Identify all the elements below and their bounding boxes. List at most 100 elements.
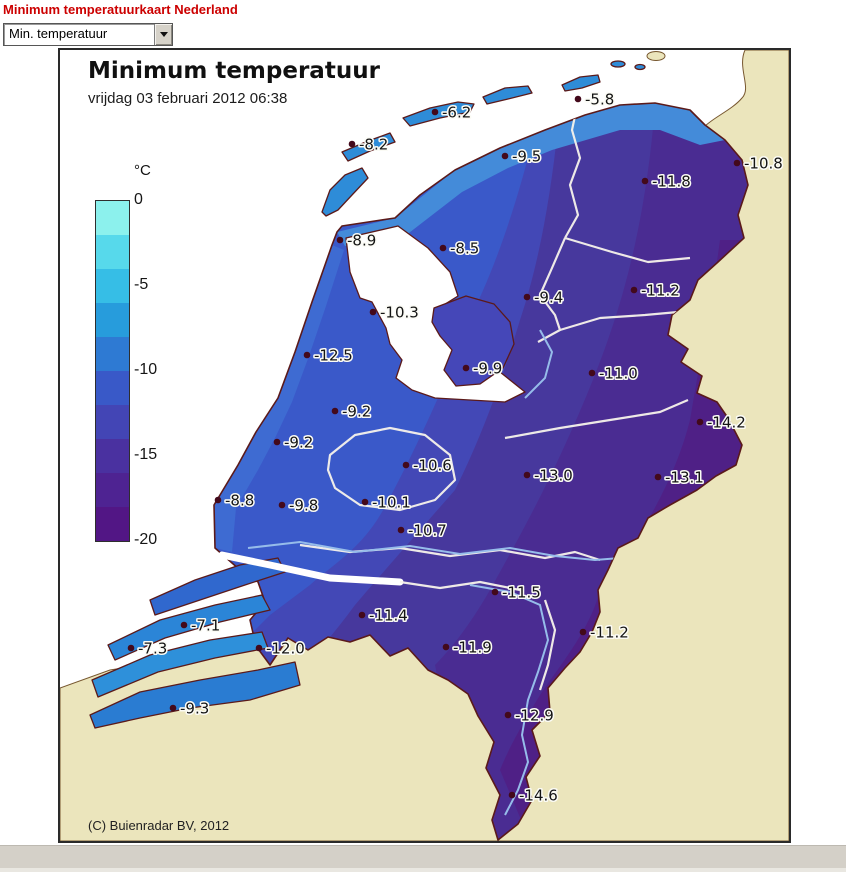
legend-tick: 0 bbox=[134, 191, 143, 208]
legend-tick: -15 bbox=[134, 446, 158, 463]
station-label: -10.6 bbox=[413, 457, 452, 475]
flevoland-polder bbox=[431, 295, 515, 387]
station-marker bbox=[504, 711, 512, 719]
station-label: -8.8 bbox=[225, 492, 254, 510]
german-wadden-island bbox=[646, 51, 666, 61]
station-marker bbox=[431, 108, 439, 116]
station-label: -13.0 bbox=[534, 467, 573, 485]
legend-tick: -10 bbox=[134, 361, 158, 378]
hollands-diep-channel bbox=[218, 551, 404, 586]
station-label: -11.0 bbox=[599, 365, 638, 383]
wadden-islands bbox=[321, 60, 646, 217]
station-marker bbox=[336, 236, 344, 244]
station-marker bbox=[214, 496, 222, 504]
island-schouwen-tholen bbox=[107, 594, 271, 661]
north-coast-light-band bbox=[337, 103, 725, 246]
page-title: Minimum temperatuurkaart Nederland bbox=[3, 2, 238, 17]
status-bar bbox=[0, 845, 846, 869]
station-marker bbox=[369, 308, 377, 316]
station-marker bbox=[501, 152, 509, 160]
status-bar-edge bbox=[0, 868, 846, 872]
legend-tick: -20 bbox=[134, 531, 158, 548]
station-label: -10.7 bbox=[408, 522, 447, 540]
station-label: -12.5 bbox=[314, 347, 353, 365]
island-texel bbox=[321, 167, 369, 217]
station-label: -11.9 bbox=[453, 639, 492, 657]
station-readings: -6.2 -5.8 -8.2 -9.5 -11.8 -10.8 -8.9 -8.5 -9.4 -1… bbox=[127, 89, 784, 806]
station-marker bbox=[180, 621, 188, 629]
map-type-select[interactable]: Min. temperatuur bbox=[3, 23, 173, 46]
station-label: -12.9 bbox=[515, 707, 554, 725]
station-label: -11.2 bbox=[641, 282, 680, 300]
station-label: -11.2 bbox=[590, 624, 629, 642]
copyright-notice: (C) Buienradar BV, 2012 bbox=[88, 818, 230, 833]
station-marker bbox=[579, 628, 587, 636]
temperature-colorbar bbox=[95, 200, 130, 542]
zeeuws-vlaanderen bbox=[89, 661, 301, 729]
station-marker bbox=[696, 418, 704, 426]
station-label: -11.8 bbox=[652, 173, 691, 191]
station-marker bbox=[574, 95, 582, 103]
station-marker bbox=[358, 611, 366, 619]
station-marker bbox=[278, 501, 286, 509]
station-marker bbox=[588, 369, 596, 377]
station-label: -11.4 bbox=[369, 607, 408, 625]
station-label: -10.3 bbox=[380, 304, 419, 322]
island-vlieland bbox=[341, 132, 396, 162]
station-label: -8.2 bbox=[359, 136, 388, 154]
station-marker bbox=[630, 286, 638, 294]
station-marker bbox=[303, 351, 311, 359]
station-marker bbox=[439, 244, 447, 252]
station-marker bbox=[523, 471, 531, 479]
netherlands-coastline bbox=[213, 102, 749, 841]
station-marker bbox=[402, 461, 410, 469]
station-label: -10.1 bbox=[372, 494, 411, 512]
legend-tick: -5 bbox=[134, 276, 149, 293]
station-label: -14.6 bbox=[519, 787, 558, 805]
station-label: -11.5 bbox=[502, 584, 541, 602]
station-marker bbox=[491, 588, 499, 596]
station-marker bbox=[508, 791, 516, 799]
station-marker bbox=[169, 704, 177, 712]
station-label: -9.2 bbox=[342, 403, 371, 421]
station-label: -7.3 bbox=[138, 640, 167, 658]
station-marker bbox=[462, 364, 470, 372]
station-marker bbox=[397, 526, 405, 534]
map-timestamp: vrijdag 03 februari 2012 06:38 bbox=[88, 90, 288, 107]
island-terschelling bbox=[402, 101, 475, 127]
chevron-down-icon bbox=[159, 32, 168, 37]
legend-unit-label: °C bbox=[134, 162, 151, 179]
station-label: -9.5 bbox=[512, 148, 541, 166]
river-maas bbox=[469, 584, 550, 816]
station-marker bbox=[255, 644, 263, 652]
station-marker bbox=[523, 293, 531, 301]
station-label: -5.8 bbox=[585, 91, 614, 109]
station-label: -9.4 bbox=[534, 289, 563, 307]
station-marker bbox=[654, 473, 662, 481]
select-dropdown-button[interactable] bbox=[154, 24, 172, 45]
west-coast-light-band bbox=[214, 245, 344, 552]
island-goeree bbox=[149, 557, 286, 616]
station-marker bbox=[331, 407, 339, 415]
station-label: -6.2 bbox=[442, 104, 471, 122]
station-marker bbox=[127, 644, 135, 652]
island-ameland bbox=[482, 85, 533, 105]
netherlands-temperature-map: -6.2 -5.8 -8.2 -9.5 -11.8 -10.8 -8.9 -8.5 -9.4 -1… bbox=[60, 50, 789, 841]
station-marker bbox=[348, 140, 356, 148]
station-marker bbox=[641, 177, 649, 185]
station-label: -9.3 bbox=[180, 700, 209, 718]
station-label: -8.5 bbox=[450, 240, 479, 258]
station-label: -8.9 bbox=[347, 232, 376, 250]
station-label: -9.9 bbox=[473, 360, 502, 378]
station-label: -7.1 bbox=[191, 617, 220, 635]
station-label: -10.8 bbox=[744, 155, 783, 173]
map-type-select-value: Min. temperatuur bbox=[9, 26, 108, 41]
zeeland-islands bbox=[89, 557, 301, 729]
station-label: -13.1 bbox=[665, 469, 704, 487]
station-marker bbox=[273, 438, 281, 446]
station-label: -9.2 bbox=[284, 434, 313, 452]
river-ijssel bbox=[524, 329, 554, 399]
station-marker bbox=[733, 159, 741, 167]
rivers bbox=[247, 329, 621, 816]
station-label: -14.2 bbox=[707, 414, 746, 432]
